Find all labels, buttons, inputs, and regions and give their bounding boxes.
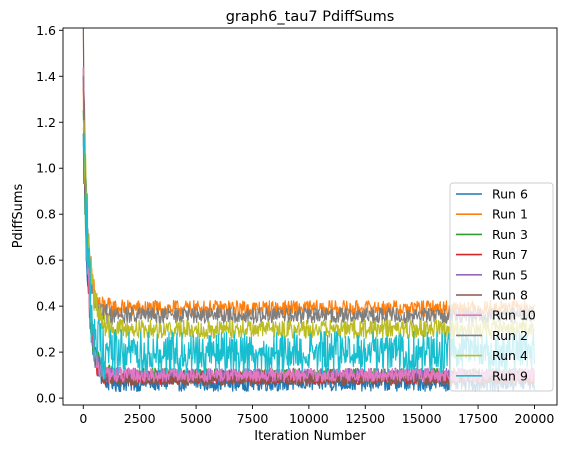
legend-label: Run 1	[492, 207, 528, 222]
y-tick-label: 1.6	[36, 23, 56, 38]
legend-label: Run 9	[492, 368, 528, 383]
y-tick-label: 1.2	[36, 115, 56, 130]
x-tick-label: 0	[79, 411, 87, 426]
y-axis-label: PdiffSums	[11, 183, 26, 248]
y-tick-label: 1.4	[36, 69, 56, 84]
y-tick-label: 0.4	[36, 299, 56, 314]
legend-label: Run 3	[492, 227, 528, 242]
legend-label: Run 4	[492, 348, 528, 363]
plot-frame	[62, 27, 558, 406]
y-tick-label: 0.6	[36, 253, 56, 268]
y-tick-label: 0.8	[36, 207, 56, 222]
x-tick-label: 20000	[515, 411, 555, 426]
x-tick-label: 5000	[180, 411, 212, 426]
x-tick-label: 2500	[124, 411, 156, 426]
legend-label: Run 6	[492, 187, 528, 202]
x-axis-label: Iteration Number	[254, 429, 366, 444]
legend-label: Run 8	[492, 288, 528, 303]
y-tick-label: 0.2	[36, 345, 56, 360]
y-tick-label: 0.0	[36, 391, 56, 406]
legend-label: Run 5	[492, 267, 528, 282]
y-tick-label: 1.0	[36, 161, 56, 176]
x-tick-label: 7500	[237, 411, 269, 426]
legend-label: Run 2	[492, 328, 528, 343]
x-tick-label: 10000	[289, 411, 329, 426]
legend-label: Run 10	[492, 308, 536, 323]
legend: Run 6 Run 1 Run 3 Run 7 Run 5 Run 8 Run 10 Run …	[449, 182, 554, 392]
x-tick-label: 17500	[458, 411, 498, 426]
x-tick-label: 15000	[402, 411, 442, 426]
x-axis-ticks: 0 2500 5000 7500 10000 12500 15000 17500 20000	[79, 405, 554, 426]
legend-label: Run 7	[492, 247, 528, 262]
chart-title: graph6_tau7 PdiffSums	[226, 9, 395, 25]
y-axis-ticks: 0.0 0.2 0.4 0.6 0.8 1.0 1.2 1.4 1.6	[36, 23, 63, 406]
x-tick-label: 12500	[345, 411, 385, 426]
